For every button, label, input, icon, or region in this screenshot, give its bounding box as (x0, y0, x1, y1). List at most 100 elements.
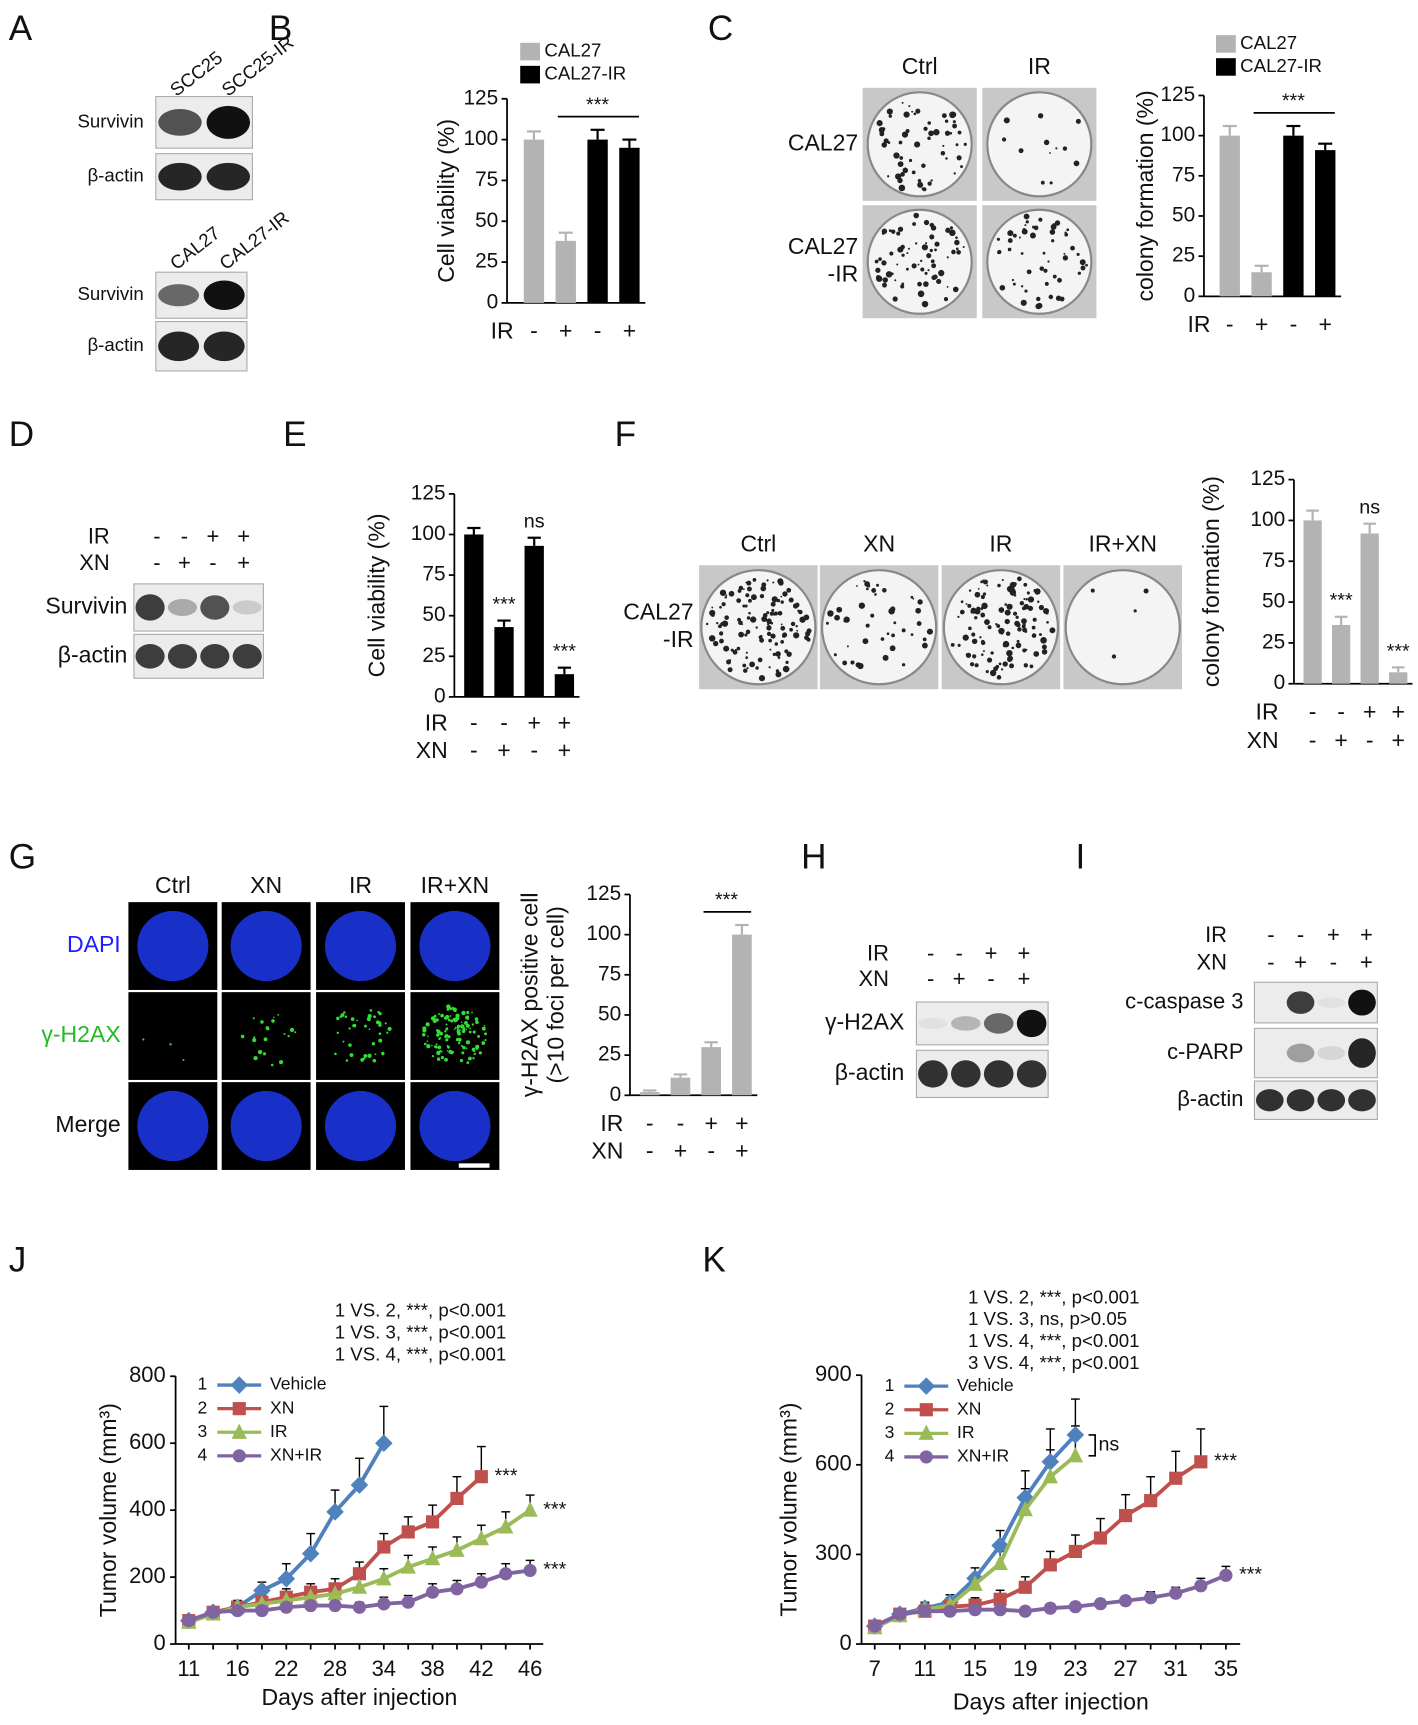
bar (1315, 150, 1336, 297)
image-row-label: CAL27 (788, 129, 858, 155)
colony (952, 120, 956, 124)
focus (430, 1016, 436, 1021)
colony (977, 587, 980, 590)
colony (900, 172, 905, 177)
x-tick-label: 22 (274, 1656, 298, 1681)
colony (1019, 600, 1025, 606)
colony (768, 638, 772, 643)
colony (1015, 615, 1019, 619)
colony (858, 602, 866, 609)
blot-band (232, 644, 262, 669)
colony (1046, 620, 1049, 624)
legend-label: XN+IR (270, 1444, 322, 1464)
panel-label: G (9, 838, 36, 877)
blot-band (1286, 991, 1315, 1014)
colony (908, 105, 911, 108)
colony (921, 244, 928, 251)
colony (709, 609, 716, 617)
colony (745, 593, 750, 598)
colony (755, 626, 758, 629)
colony (1059, 296, 1065, 302)
condition-value: - (500, 709, 508, 735)
focus (481, 1041, 486, 1046)
colony (804, 635, 809, 641)
colony (1070, 245, 1075, 251)
colony (1021, 618, 1027, 625)
colony (917, 281, 922, 287)
colony (930, 225, 937, 231)
colony (959, 609, 965, 615)
annotation: 1 VS. 4, ***, p<0.001 (968, 1330, 1140, 1351)
colony (925, 242, 928, 245)
focus (449, 1015, 452, 1017)
marker (993, 1592, 1007, 1606)
colony (998, 607, 1005, 613)
colony (768, 621, 772, 625)
focus (349, 1053, 354, 1058)
condition-name: XN (416, 737, 448, 763)
condition-name: IR (867, 941, 889, 966)
colony (743, 668, 748, 673)
focus (367, 1014, 372, 1019)
colony (893, 621, 897, 625)
focus (265, 1026, 270, 1031)
colony (1005, 631, 1011, 636)
colony (876, 583, 880, 587)
condition-name: XN (79, 550, 109, 575)
focus (257, 1049, 263, 1055)
bar (524, 545, 544, 697)
focus (421, 1032, 426, 1037)
marker (450, 1582, 464, 1596)
colony (1012, 611, 1018, 616)
y-tick-label: 900 (815, 1361, 852, 1386)
colony (979, 636, 982, 639)
colony (865, 623, 870, 628)
focus (435, 1043, 438, 1046)
condition-value: + (1391, 698, 1404, 724)
legend-label: CAL27-IR (1240, 55, 1322, 76)
colony (951, 249, 956, 255)
colony (962, 634, 969, 641)
focus (431, 1044, 433, 1047)
colony (1057, 277, 1062, 283)
y-tick-label: 800 (129, 1362, 166, 1387)
colony (952, 286, 959, 293)
marker (1118, 1594, 1133, 1608)
plate-dish (942, 569, 1060, 686)
colony (755, 666, 759, 670)
condition-name: IR (88, 524, 110, 549)
focus (445, 1038, 449, 1042)
colony (885, 271, 893, 278)
panel-label: J (9, 1240, 27, 1279)
marker (967, 1575, 983, 1591)
colony (766, 579, 769, 582)
colony (1003, 117, 1010, 124)
colony (899, 156, 904, 160)
marker (1169, 1471, 1183, 1485)
marker (919, 1403, 933, 1417)
colony (998, 662, 1002, 666)
marker (425, 1585, 440, 1599)
colony (895, 173, 902, 180)
marker (375, 1434, 393, 1452)
colony (727, 667, 733, 673)
colony (771, 596, 778, 603)
bracket (1088, 1434, 1096, 1457)
colony (905, 267, 909, 271)
condition-value: - (956, 941, 963, 966)
colony (842, 660, 848, 666)
legend-number: 4 (885, 1446, 895, 1466)
colony (1076, 252, 1080, 257)
condition-value: - (927, 941, 934, 966)
colony (901, 628, 906, 633)
colony (917, 290, 925, 298)
colony (889, 251, 894, 256)
colony (782, 591, 788, 597)
colony (917, 181, 924, 188)
image-row-label: -IR (828, 261, 859, 287)
legend-swatch (520, 42, 540, 61)
focus (253, 1036, 256, 1039)
colony (1049, 152, 1051, 154)
condition-name: IR (1188, 311, 1211, 337)
colony (965, 603, 968, 605)
